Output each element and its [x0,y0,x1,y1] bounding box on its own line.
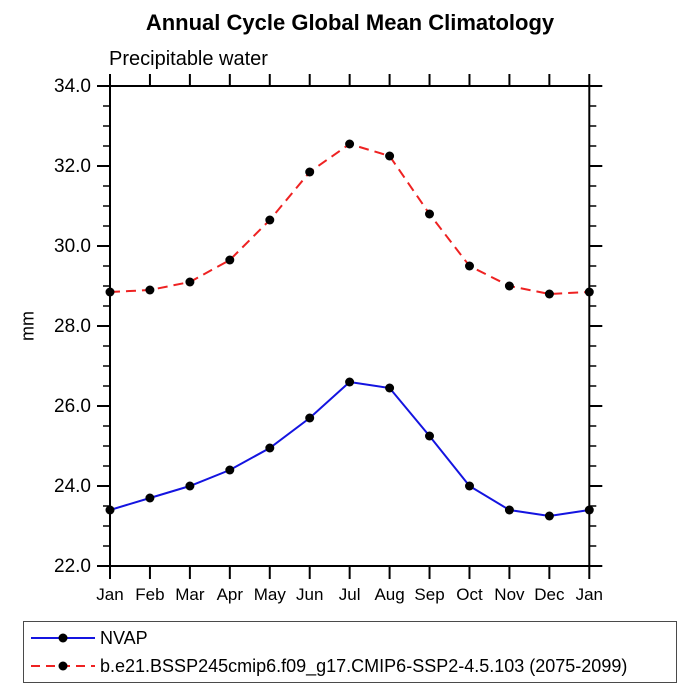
plot-frame [109,85,591,567]
data-point [145,285,155,295]
y-axis-tick-label: 34.0 [54,76,91,97]
y-axis-tick-label: 24.0 [54,476,91,497]
legend-label: b.e21.BSSP245cmip6.f09_g17.CMIP6-SSP2-4.… [100,656,628,677]
legend-line-sample [31,661,95,671]
data-point [544,289,554,299]
x-axis-label: Sep [414,585,444,604]
legend-item: b.e21.BSSP245cmip6.f09_g17.CMIP6-SSP2-4.… [28,653,676,679]
y-axis-tick-label: 32.0 [54,156,91,177]
x-axis-label: Jul [339,585,361,604]
data-point [345,139,355,149]
data-point [465,481,474,491]
data-point [105,287,115,297]
data-point [425,431,434,441]
x-axis-label: Jan [96,585,123,604]
data-point [145,493,155,503]
x-axis-label: Jun [296,585,323,604]
data-point [345,377,355,387]
y-axis-tick-label: 28.0 [54,316,91,337]
x-axis-label: Jan [576,585,603,604]
x-axis-label: Oct [456,585,483,604]
data-point [385,383,395,393]
series-line-0 [109,380,590,518]
legend-label: NVAP [100,627,148,648]
data-point [185,277,195,287]
series-line-1 [109,142,590,296]
data-point [305,413,315,423]
data-point [265,215,275,225]
x-axis-label: Mar [175,585,205,604]
x-axis-label: Apr [217,585,244,604]
x-axis-label: Dec [534,585,565,604]
data-point [584,287,594,297]
data-point [305,167,315,177]
legend-line-sample [31,633,95,643]
legend-item: NVAP [28,625,676,651]
data-point [225,465,235,475]
data-point [105,505,115,515]
x-axis-label: May [254,585,287,604]
x-axis-label: Feb [135,585,164,604]
data-point [465,261,474,271]
data-point [504,281,514,291]
plot-area: Jan Feb Mar Apr May Jun Jul Aug Sep Oct Nov Dec Jan 2… [54,74,603,604]
data-point [504,505,514,515]
chart-title: Annual Cycle Global Mean Climatology [145,10,555,35]
legend: NVAP b.e21.BSSP245cmip6.f09_g17.CMIP6-SS… [23,621,677,683]
data-point [425,209,434,219]
data-point [544,511,554,521]
data-point [225,255,235,265]
chart-subtitle: Precipitable water [109,48,268,70]
y-axis-tick-label: 30.0 [54,236,91,257]
y-axis-tick-label: 22.0 [54,556,91,577]
x-axis-label: Nov [494,585,525,604]
data-point [185,481,195,491]
data-point [385,151,395,161]
x-axis-label: Aug [374,585,404,604]
data-point [265,443,275,453]
data-point [584,505,594,515]
y-axis-tick-label: 26.0 [54,396,91,417]
